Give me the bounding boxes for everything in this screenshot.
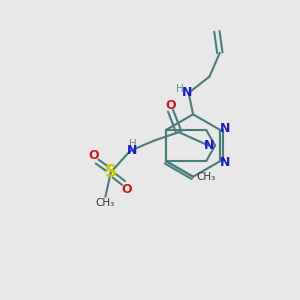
Text: H: H [176,84,184,94]
Text: O: O [165,99,176,112]
Text: CH₃: CH₃ [196,172,215,182]
Text: N: N [220,122,231,135]
Text: S: S [105,163,117,181]
Text: N: N [126,144,137,158]
Text: N: N [182,86,192,99]
Text: H: H [129,140,136,149]
Text: N: N [220,156,231,169]
Text: O: O [88,148,99,162]
Text: CH₃: CH₃ [96,198,115,208]
Text: N: N [203,139,214,152]
Text: O: O [122,183,132,196]
